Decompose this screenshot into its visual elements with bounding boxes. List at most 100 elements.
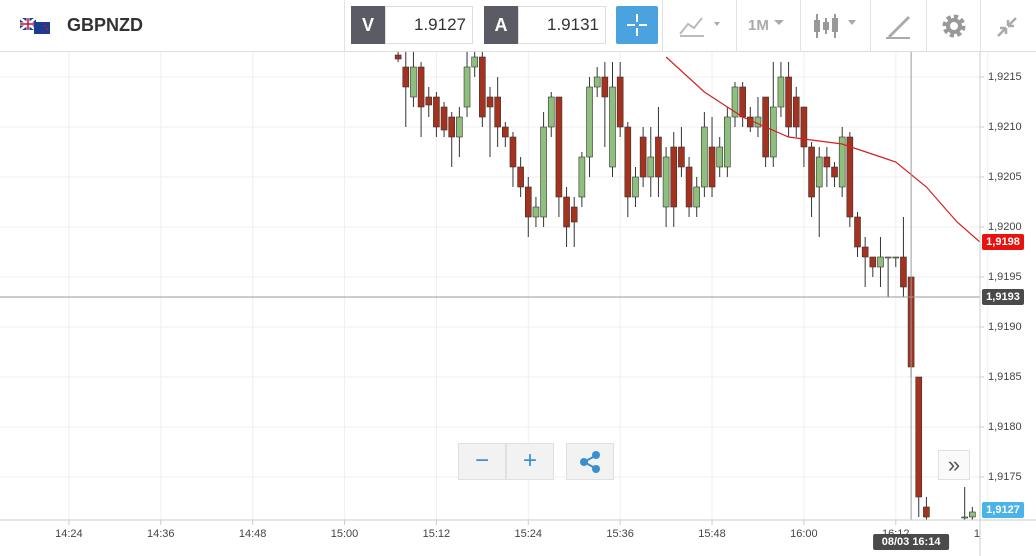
candle-body	[831, 166, 838, 178]
candle-body	[609, 86, 616, 168]
settings-button[interactable]	[940, 12, 968, 40]
candle-body	[854, 216, 861, 248]
moving-average	[665, 56, 980, 243]
ask-price: 1.9131	[518, 6, 606, 44]
ask-label: A	[484, 6, 518, 44]
candle-body	[678, 146, 685, 168]
candle-body	[563, 196, 570, 228]
candle-body	[969, 511, 976, 518]
candle-body	[739, 86, 746, 118]
candle-body	[685, 166, 693, 208]
candle-body	[747, 116, 754, 128]
candle-body	[731, 86, 739, 118]
candle-body	[547, 96, 555, 128]
candle-body	[402, 66, 410, 88]
candle-body	[754, 116, 762, 128]
candle-body	[456, 116, 463, 138]
bid-label: V	[351, 6, 385, 44]
candle-body	[479, 56, 486, 118]
collapse-button[interactable]	[994, 14, 1022, 40]
candle-body	[532, 206, 540, 218]
candle-body	[440, 106, 448, 131]
zoom-out-button[interactable]: −	[458, 443, 506, 480]
scroll-right-button[interactable]: »	[938, 450, 970, 480]
x-tick-label: 14:24	[55, 528, 83, 540]
candle-body	[394, 54, 402, 60]
candle-body	[524, 186, 532, 218]
candle-body	[892, 256, 900, 259]
candle-body	[792, 96, 800, 128]
x-tick-label: 15:48	[698, 528, 726, 540]
candle-body	[647, 156, 655, 178]
ma-label: 1,9198	[986, 236, 1020, 248]
candle-body	[670, 146, 678, 208]
candle-body	[463, 66, 471, 108]
candle-body	[417, 66, 425, 108]
candle-button[interactable]	[812, 12, 862, 40]
candle-body	[471, 56, 478, 68]
x-tick-label: 15:12	[423, 528, 451, 540]
y-tick-label: 1,9185	[988, 371, 1022, 383]
candle-body	[915, 376, 923, 498]
candle-body	[900, 256, 907, 288]
candle-body	[555, 96, 563, 198]
y-tick-label: 1,9180	[988, 421, 1022, 433]
candle-body	[800, 106, 808, 148]
y-tick-label: 1,9190	[988, 321, 1022, 333]
y-tick-label: 1,9205	[988, 171, 1022, 183]
candle-body	[846, 136, 854, 218]
candle-body	[632, 176, 639, 198]
candle-body	[425, 96, 433, 106]
bid-price: 1.9127	[385, 6, 473, 44]
chart-type-button[interactable]	[678, 14, 728, 38]
candle-body	[808, 146, 815, 198]
candle-body	[601, 76, 609, 98]
x-tick-label: 16:00	[790, 528, 818, 540]
last-price-label: 1,9127	[986, 504, 1020, 516]
share-button[interactable]	[566, 443, 614, 480]
x-tick-label: 15:24	[515, 528, 543, 540]
candle-body	[494, 96, 501, 128]
candle-body	[869, 256, 877, 268]
candle-body	[540, 126, 547, 218]
candle-body	[616, 76, 624, 128]
y-tick-label: 1,9175	[988, 471, 1022, 483]
y-tick-label: 1,9210	[988, 121, 1022, 133]
flag-icon	[20, 18, 50, 34]
candle-body	[448, 116, 456, 138]
crosshair-button[interactable]	[616, 6, 658, 44]
candle-body	[724, 116, 731, 168]
candle-body	[586, 86, 593, 158]
candle-body	[578, 156, 586, 198]
zoom-in-button[interactable]: +	[506, 443, 554, 480]
candle-body	[884, 256, 892, 259]
candle-body	[823, 156, 831, 168]
candle-body	[639, 136, 647, 178]
y-tick-label: 1,9195	[988, 271, 1022, 283]
crosshair-time-label: 08/03 16:14	[882, 536, 942, 548]
ma-label-bg	[982, 234, 1024, 250]
candle-body	[693, 186, 701, 208]
candle-body	[716, 146, 723, 168]
last-price-label-bg	[982, 502, 1024, 518]
candle-body	[486, 96, 494, 108]
x-tick-label: 14:48	[239, 528, 267, 540]
candle-body	[777, 76, 785, 108]
timeframe-arrow	[774, 20, 784, 25]
draw-button[interactable]	[884, 12, 914, 40]
x-tick-label: 15:36	[606, 528, 634, 540]
x-tick-label: 14:36	[147, 528, 175, 540]
crosshair-price-label-bg	[982, 289, 1024, 305]
chart: 14:24 14:36 14:48 15:00 15:12 15:24 15:36 15:48…	[0, 52, 1036, 556]
candle-body	[410, 66, 417, 98]
candle-body	[593, 76, 601, 88]
candle-body	[502, 126, 509, 138]
candle-body	[655, 136, 662, 178]
timeframe[interactable]: 1M	[748, 17, 769, 34]
candle-body	[923, 506, 930, 518]
toolbar: GBPNZD V 1.9127 A 1.9131 1M	[0, 0, 1036, 52]
symbol: GBPNZD	[67, 15, 143, 35]
candle-body	[570, 206, 578, 223]
candle-body	[877, 256, 884, 268]
